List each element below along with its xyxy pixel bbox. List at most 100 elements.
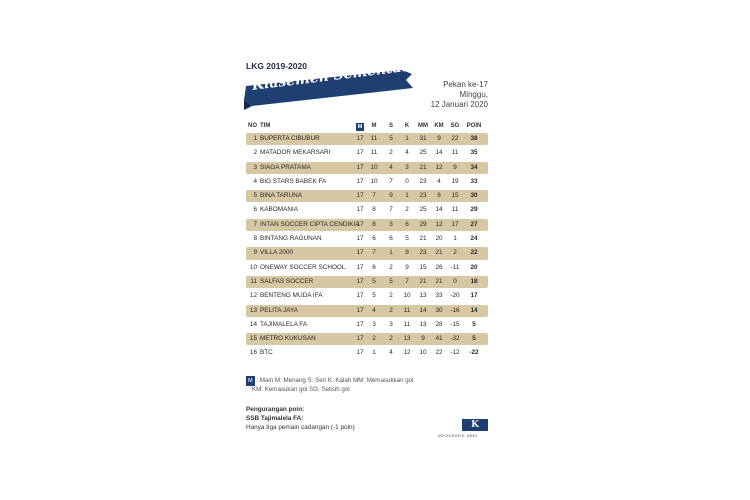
- header-goals-for: MM: [418, 123, 428, 129]
- penalty-team: SSB Tajimalela FA:: [246, 415, 304, 422]
- header-win: M: [371, 123, 377, 129]
- cell-no: 2: [253, 149, 257, 157]
- cell-team: SALFAS SOCCER: [260, 277, 314, 285]
- penalty-title: Pengurangan poin:: [246, 406, 305, 413]
- cell-no: 3: [253, 163, 257, 171]
- cell-team: BTC: [260, 349, 273, 357]
- cell-draw: 7: [389, 206, 393, 214]
- cell-draw: 2: [389, 306, 393, 314]
- cell-no: 4: [253, 177, 257, 185]
- cell-draw: 5: [389, 135, 393, 142]
- cell-goal-diff: 15: [451, 192, 459, 200]
- cell-loss: 7: [405, 277, 409, 285]
- cell-draw: 2: [389, 263, 393, 271]
- cell-goals-for: 23: [419, 177, 427, 185]
- penalty-note: Pengurangan poin: SSB Tajimalela FA: Han…: [246, 405, 446, 432]
- cell-points: 29: [470, 206, 478, 214]
- cell-goal-diff: 1: [453, 235, 457, 243]
- legend-line-1: : Main M: Menang S: Seri K: Kalah MM: Me…: [256, 377, 414, 384]
- cell-loss: 11: [403, 320, 411, 328]
- cell-played: 17: [356, 177, 364, 185]
- cell-goals-against: 22: [435, 349, 443, 357]
- table-header: NO TIM M M S K MM KM SG POIN: [246, 120, 488, 132]
- cell-played: 17: [356, 320, 364, 328]
- cell-goals-against: 14: [435, 206, 443, 214]
- legend-line-2: KM: Kemasukan gol SG: Selisih gol: [252, 386, 350, 393]
- cell-played: 17: [356, 263, 364, 271]
- cell-points: 17: [470, 292, 478, 300]
- cell-loss: 5: [405, 235, 409, 243]
- cell-goals-against: 30: [435, 306, 443, 314]
- cell-team: BIG STARS BABEK FA: [260, 177, 327, 185]
- cell-goals-against: 21: [435, 249, 443, 257]
- cell-goals-against: 20: [435, 235, 443, 243]
- cell-draw: 2: [389, 292, 393, 300]
- cell-win: 10: [370, 163, 378, 171]
- table-row: 15 METRO KUKUSAN 17 2 2 13 9 41 -32 5: [246, 332, 488, 346]
- title-banner: [244, 70, 413, 110]
- table-row: 6 KABOMANIA 17 8 7 2 25 14 11 29: [246, 203, 488, 217]
- cell-goal-diff: -12: [450, 349, 460, 357]
- cell-win: 8: [372, 220, 376, 228]
- table-row: 11 SALFAS SOCCER 17 5 5 7 21 21 0 18: [246, 275, 488, 289]
- cell-goals-against: 26: [435, 263, 443, 271]
- cell-played: 17: [356, 206, 364, 214]
- cell-draw: 3: [389, 220, 393, 228]
- cell-draw: 6: [389, 235, 393, 243]
- cell-goal-diff: 17: [451, 220, 459, 228]
- cell-goals-for: 23: [419, 249, 427, 257]
- cell-loss: 10: [403, 292, 411, 300]
- cell-points: 22: [470, 249, 478, 257]
- cell-goals-for: 23: [419, 192, 427, 200]
- cell-win: 5: [372, 277, 376, 285]
- cell-loss: 9: [405, 263, 409, 271]
- cell-points: 27: [470, 220, 478, 228]
- cell-loss: 2: [405, 206, 409, 214]
- cell-win: 8: [372, 206, 376, 214]
- cell-goals-against: 21: [435, 277, 443, 285]
- cell-team: METRO KUKUSAN: [260, 335, 316, 343]
- cell-loss: 0: [405, 177, 409, 185]
- cell-loss: 3: [405, 163, 409, 171]
- cell-draw: 2: [389, 149, 393, 157]
- cell-goal-diff: -15: [450, 320, 460, 328]
- cell-goals-for: 25: [419, 149, 427, 157]
- cell-played: 17: [356, 249, 364, 257]
- cell-goals-against: 8: [437, 192, 441, 200]
- header-played: M: [354, 123, 366, 131]
- cell-goals-against: 14: [435, 149, 443, 157]
- cell-goals-against: 41: [435, 335, 443, 343]
- cell-draw: 4: [389, 163, 393, 171]
- week-date: 12 Januari 2020: [430, 100, 488, 109]
- cell-goal-diff: 0: [453, 277, 457, 285]
- cell-goals-against: 4: [437, 177, 441, 185]
- table-row: 2 MATADOR MEKARSARI 17 11 2 4 25 14 11 35: [246, 146, 488, 160]
- cell-loss: 1: [405, 192, 409, 200]
- season-label: LKG 2019-2020: [246, 61, 307, 71]
- cell-win: 11: [370, 149, 378, 157]
- week-info: Pekan ke-17 Minggu, 12 Januari 2020: [431, 80, 488, 110]
- cell-goal-diff: 22: [451, 135, 459, 142]
- cell-goals-for: 13: [419, 292, 427, 300]
- cell-points: 35: [470, 149, 478, 157]
- cell-no: 9: [253, 249, 257, 257]
- header-points: POIN: [466, 123, 482, 129]
- cell-win: 6: [372, 263, 376, 271]
- cell-goal-diff: -16: [450, 306, 460, 314]
- cell-goals-for: 14: [419, 306, 427, 314]
- header-loss: K: [404, 123, 410, 129]
- cell-goal-diff: -20: [450, 292, 460, 300]
- table-row: 7 INTAN SOCCER CIPTA CENDIKIA 17 8 3 6 29 12 17 2…: [246, 218, 488, 232]
- table-row: 3 SIAGA PRATAMA 17 10 4 3 21 12 9 34: [246, 161, 488, 175]
- cell-loss: 6: [405, 220, 409, 228]
- cell-points: 18: [470, 277, 478, 285]
- week-number: Pekan ke-17: [443, 80, 488, 89]
- cell-goals-against: 12: [435, 220, 443, 228]
- cell-goal-diff: 19: [451, 177, 459, 185]
- cell-points: 5: [472, 335, 476, 343]
- cell-goals-for: 31: [419, 135, 427, 142]
- cell-points: -22: [469, 349, 479, 357]
- cell-points: 14: [470, 306, 478, 314]
- cell-goals-against: 28: [435, 320, 443, 328]
- cell-team: PELITA JAYA: [260, 306, 299, 314]
